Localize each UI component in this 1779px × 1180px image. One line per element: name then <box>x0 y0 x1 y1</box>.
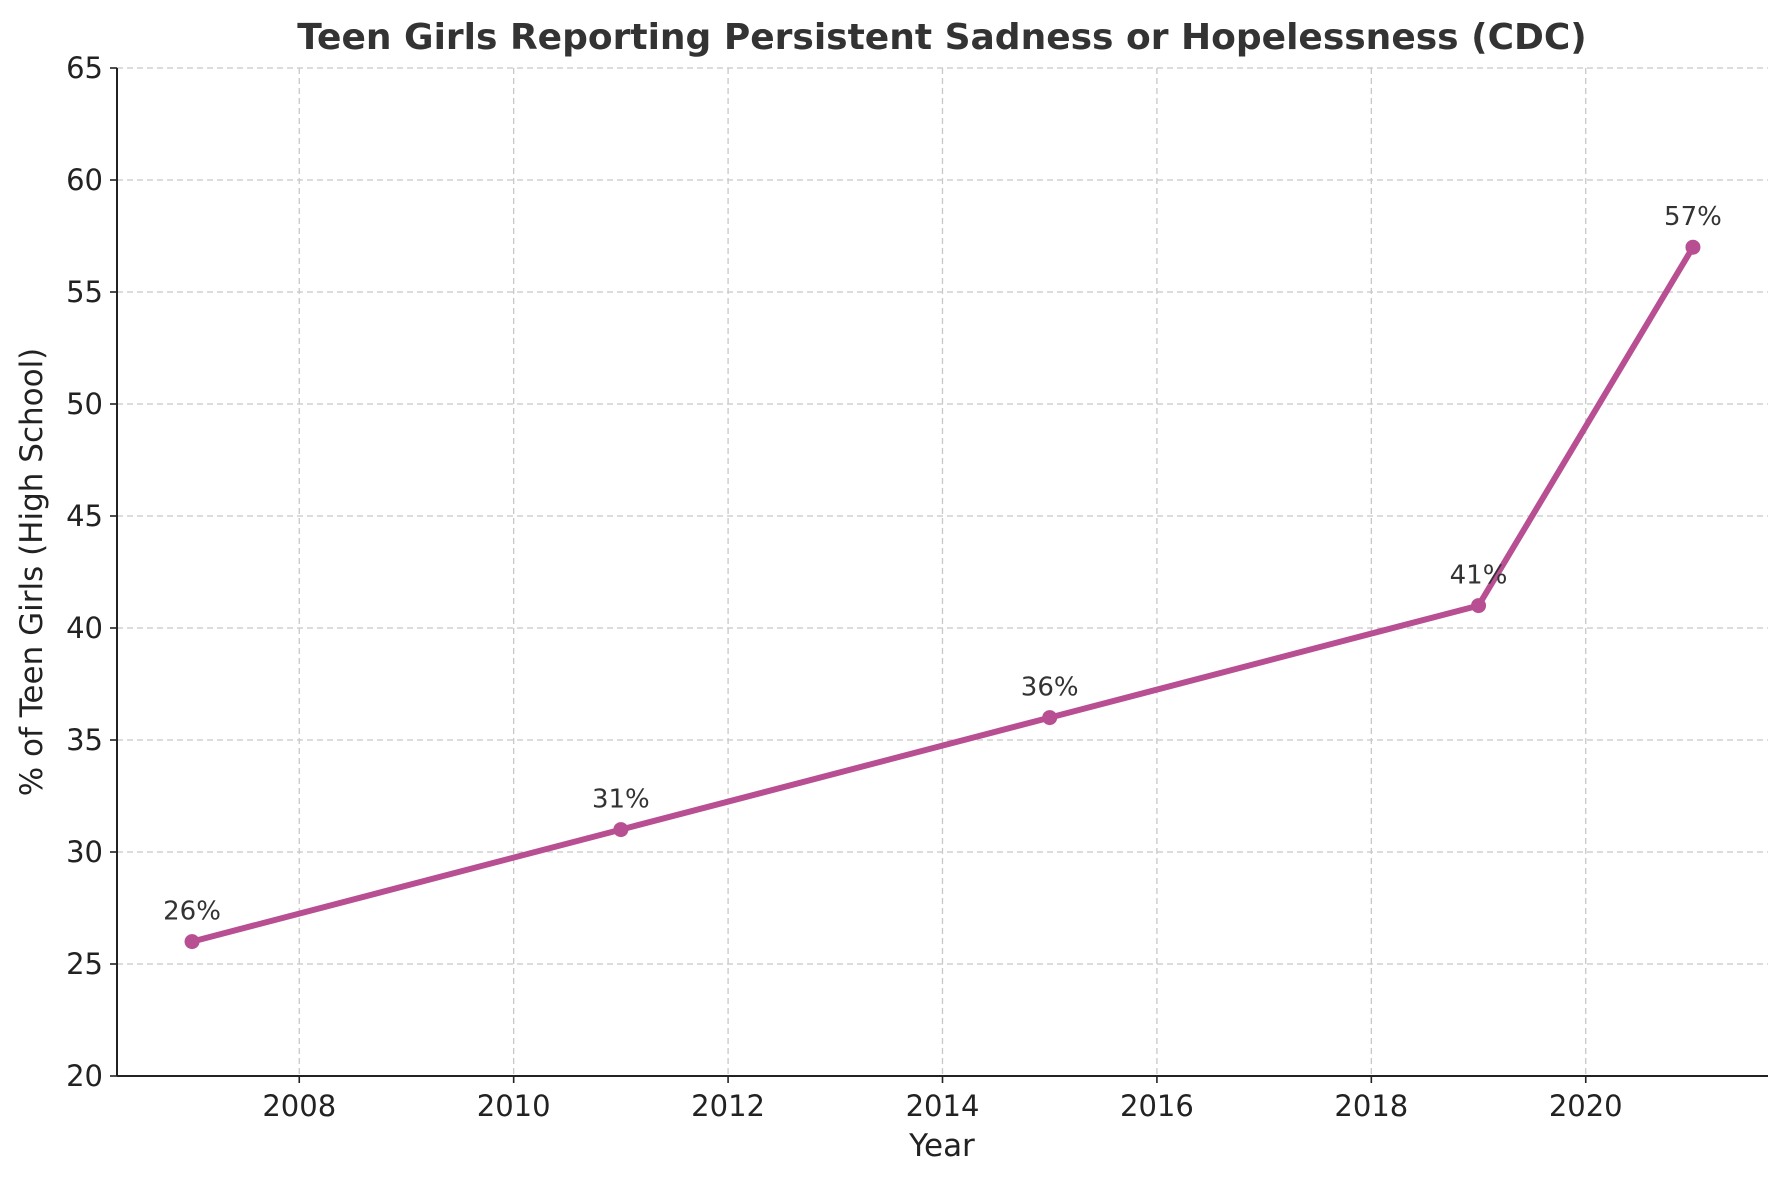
series <box>184 239 1701 950</box>
x-tick-label: 2018 <box>1334 1089 1408 1123</box>
y-tick-label: 20 <box>66 1059 103 1093</box>
data-labels: 26% 31% 36% 41% 57% <box>163 202 1722 926</box>
y-tick-label: 40 <box>66 611 103 645</box>
chart-title: Teen Girls Reporting Persistent Sadness … <box>297 17 1587 58</box>
data-point <box>613 822 629 838</box>
grid <box>117 67 1768 1076</box>
data-label: 31% <box>592 785 650 815</box>
data-label: 36% <box>1021 673 1079 703</box>
y-tick-label: 65 <box>66 51 103 85</box>
data-label: 26% <box>163 897 221 927</box>
data-point <box>1685 239 1701 255</box>
y-tick-label: 55 <box>66 275 103 309</box>
y-tick-label: 50 <box>66 387 103 421</box>
y-axis-label: % of Teen Girls (High School) <box>14 348 50 797</box>
x-tick-label: 2008 <box>262 1089 336 1123</box>
data-point <box>1471 598 1487 614</box>
x-axis-ticks: 2008 2010 2012 2014 2016 2018 2020 <box>262 1076 1623 1123</box>
y-tick-label: 30 <box>66 835 103 869</box>
x-tick-label: 2012 <box>691 1089 765 1123</box>
y-tick-label: 60 <box>66 163 103 197</box>
x-tick-label: 2010 <box>477 1089 551 1123</box>
y-axis-ticks: 20 25 30 35 40 45 50 55 60 65 <box>66 51 117 1093</box>
x-tick-label: 2016 <box>1120 1089 1194 1123</box>
y-tick-label: 45 <box>66 499 103 533</box>
x-axis-label: Year <box>908 1128 975 1164</box>
x-tick-label: 2020 <box>1549 1089 1623 1123</box>
y-tick-label: 25 <box>66 947 103 981</box>
data-point <box>184 934 200 950</box>
data-label: 41% <box>1450 561 1508 591</box>
y-tick-label: 35 <box>66 723 103 757</box>
data-point <box>1042 710 1058 726</box>
data-label: 57% <box>1664 202 1722 232</box>
x-tick-label: 2014 <box>906 1089 980 1123</box>
